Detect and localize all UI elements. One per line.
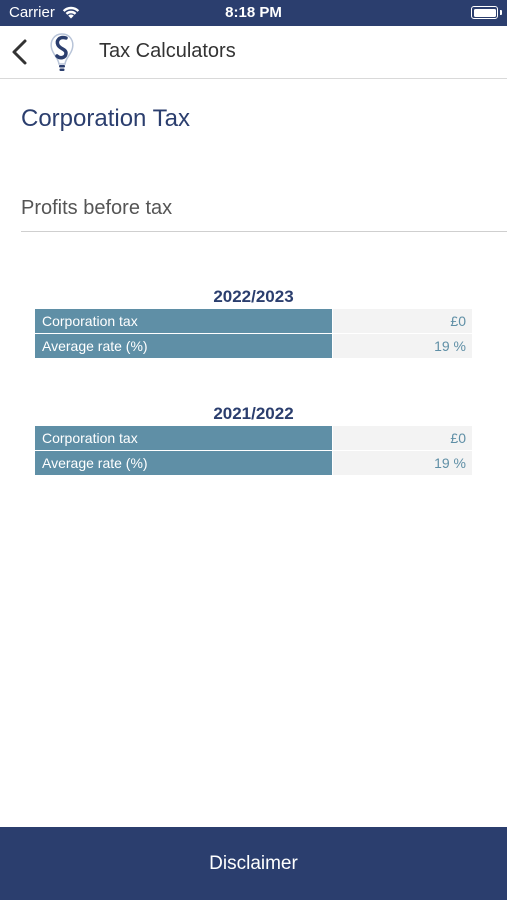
carrier-label: Carrier <box>9 4 55 21</box>
table-row: Corporation tax £0 <box>35 426 472 450</box>
row-label: Corporation tax <box>35 426 332 450</box>
row-value: 19 % <box>333 451 472 475</box>
table-row: Average rate (%) 19 % <box>35 451 472 475</box>
row-value: 19 % <box>333 334 472 358</box>
year-section-2021-2022: 2021/2022 Corporation tax £0 Average rat… <box>35 404 472 476</box>
status-bar: Carrier 8:18 PM <box>0 0 507 26</box>
battery-tip <box>500 10 502 15</box>
row-value: £0 <box>333 426 472 450</box>
disclaimer-button[interactable]: Disclaimer <box>0 827 507 900</box>
row-label: Average rate (%) <box>35 334 332 358</box>
nav-bar: Tax Calculators <box>0 26 507 79</box>
year-title: 2022/2023 <box>213 287 294 306</box>
battery-icon <box>471 6 498 19</box>
row-label: Average rate (%) <box>35 451 332 475</box>
row-value: £0 <box>333 309 472 333</box>
chevron-left-icon[interactable] <box>8 38 32 66</box>
logo-icon <box>50 33 74 71</box>
year-section-2022-2023: 2022/2023 Corporation tax £0 Average rat… <box>35 287 472 359</box>
page-title: Corporation Tax <box>21 105 190 132</box>
profits-before-tax-input[interactable] <box>21 186 507 232</box>
status-time: 8:18 PM <box>225 4 282 21</box>
year-title: 2021/2022 <box>213 404 294 423</box>
wifi-icon <box>62 6 80 19</box>
nav-title: Tax Calculators <box>99 40 236 62</box>
table-row: Corporation tax £0 <box>35 309 472 333</box>
row-label: Corporation tax <box>35 309 332 333</box>
table-row: Average rate (%) 19 % <box>35 334 472 358</box>
